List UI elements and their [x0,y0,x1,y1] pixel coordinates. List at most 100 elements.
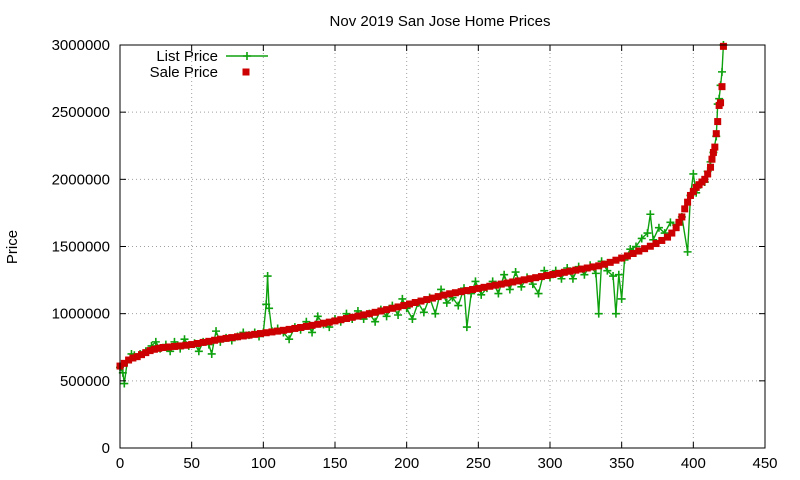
sale-price-point [129,354,137,362]
sale-price-point [711,143,719,151]
sale-price-point [211,336,219,344]
sale-price-point [125,356,133,364]
sale-price-point [646,242,654,250]
list-price-point [614,270,623,279]
list-price-point [462,323,471,332]
list-price-point [683,247,692,256]
list-price-point [442,298,451,307]
list-price-point [609,272,618,281]
sale-price-point [297,324,305,332]
list-price-point [477,290,486,299]
sale-price-point [394,303,402,311]
sale-price-point [689,187,697,195]
list-price-point [718,67,726,76]
sale-price-point [686,191,694,199]
sale-price-point [193,339,201,347]
list-price-point [568,274,577,283]
sale-price-point [314,320,322,328]
sale-price-point [150,345,158,353]
sale-price-point [509,278,517,286]
sale-price-point [291,324,299,332]
sale-price-point [279,326,287,334]
list-price-point [431,309,440,318]
sale-price-point [641,245,649,253]
list-price-point [646,210,655,219]
list-price-point [689,169,698,178]
sale-price-point [707,163,715,171]
sale-price-point [342,315,350,323]
list-price-point [371,317,380,326]
list-price-point [262,300,271,309]
x-tick-label: 150 [322,455,347,472]
sale-price-point [658,236,666,244]
sale-price-point [170,342,178,350]
list-price-point [654,223,663,232]
legend-sample-sale-price [242,68,250,76]
sale-price-point [543,272,551,280]
sale-price-point [222,334,230,342]
sale-price-point [560,268,568,276]
sale-price-point [320,319,328,327]
sale-price-point [709,148,717,156]
legend: List Price Sale Price [150,48,268,81]
x-tick-label: 450 [752,455,777,472]
sale-price-point [675,218,683,226]
sale-price-point [417,297,425,305]
sale-price-point [555,269,563,277]
sale-price-point [704,170,712,178]
sale-price-point [719,42,727,50]
sale-price-point [262,329,270,337]
sale-price-point [176,342,184,350]
y-tick-label: 500000 [60,373,110,390]
sale-price-point [606,258,614,266]
chart-title: Nov 2019 San Jose Home Prices [330,13,551,30]
x-tick-label: 200 [394,455,419,472]
list-price-point [265,304,274,313]
y-tick-label: 2500000 [52,104,110,121]
list-price-point [212,327,221,336]
sale-price-point [618,254,626,262]
sale-price-point [428,294,436,302]
list-price-point [263,272,272,281]
sale-price-point [520,276,528,284]
sale-price-point [474,284,482,292]
sale-price-point [492,281,500,289]
list-price-point [500,270,509,279]
list-price-point [308,328,317,337]
sale-price-point [537,273,545,281]
sale-price-point [383,306,391,314]
x-tick-label: 350 [609,455,634,472]
sale-price-point [365,310,373,318]
list-price-point [603,266,612,275]
sale-price-point [681,205,689,213]
sale-price-point [228,334,236,342]
sale-price-point [457,288,465,296]
sale-price-point [578,265,586,273]
sale-price-point [268,328,276,336]
sale-price-point [245,331,253,339]
y-tick-label: 0 [102,440,110,457]
sale-price-point [188,341,196,349]
list-price-point [643,229,652,238]
list-price-point [637,234,646,243]
sale-price-point [526,275,534,283]
list-price-point [313,312,322,321]
list-price-point [398,294,407,303]
sale-price-point [480,283,488,291]
legend-marker-sale-price [242,68,250,76]
grid [120,45,765,448]
sale-price-point [635,247,643,255]
sale-price-point [629,249,637,257]
sale-price-point [155,344,163,352]
list-price-point [611,309,620,318]
sale-price-point [463,287,471,295]
sale-price-point [701,175,709,183]
sale-price-point [142,349,150,357]
sale-price-point [274,327,282,335]
list-price-line [119,44,725,384]
sale-price-point [406,300,414,308]
list-price-point [285,335,294,344]
list-price-point [505,285,514,294]
list-price-point [594,309,603,318]
